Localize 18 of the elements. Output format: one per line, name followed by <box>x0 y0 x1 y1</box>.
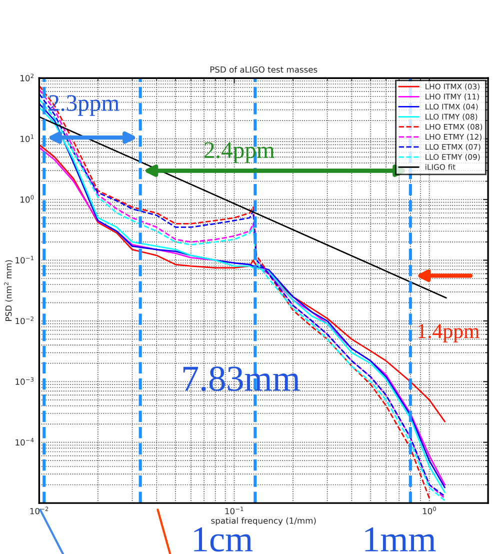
text: 1cm <box>194 527 253 552</box>
x-tick-label: 10$^{−1}$ <box>225 506 244 514</box>
y-tick-label: 10$^{−2}$ <box>16 316 34 324</box>
x-tick-label: 10$^{−2}$ <box>30 506 48 514</box>
x-tick-label: 10$^{0}$ <box>422 506 436 514</box>
y-axis-title: PSD (nm$^{2}$ mm) <box>4 260 13 321</box>
x-axis-title: spatial frequency (1/mm) <box>211 517 316 526</box>
y-tick-label: 10$^{−3}$ <box>16 377 34 385</box>
chart-title: PSD of aLIGO test masses <box>210 66 318 73</box>
annotation: 1.4ppm <box>418 324 480 342</box>
y-tick-label: 10$^{2}$ <box>20 74 34 82</box>
text: 1mm <box>365 527 436 552</box>
y-tick-label: 10$^{−1}$ <box>16 256 34 264</box>
annotation: 7.83mm <box>183 366 300 392</box>
y-tick-label: 10$^{0}$ <box>20 195 34 203</box>
y-tick-label: 10$^{−4}$ <box>16 438 34 446</box>
y-tick-label: 10$^{1}$ <box>20 134 34 142</box>
annotation: 2.4ppm <box>204 142 274 163</box>
